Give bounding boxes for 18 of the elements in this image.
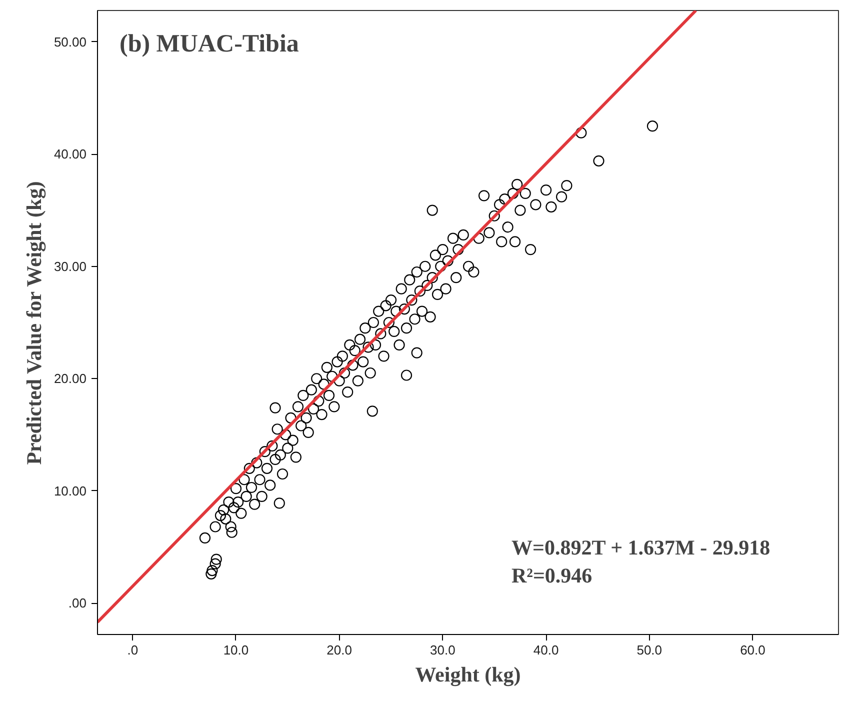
x-tick-label: 20.0 xyxy=(326,642,352,658)
annotation: W=0.892T + 1.637M - 29.918 xyxy=(512,536,770,560)
y-tick-label: .00 xyxy=(68,596,87,611)
x-tick-label: .0 xyxy=(127,642,138,658)
y-tick-label: 10.00 xyxy=(54,483,87,498)
x-axis-title: Weight (kg) xyxy=(415,662,521,686)
y-tick-label: 20.00 xyxy=(54,371,87,386)
x-tick-label: 10.0 xyxy=(223,642,249,658)
annotation: R²=0.946 xyxy=(512,564,592,588)
x-tick-label: 30.0 xyxy=(430,642,456,658)
y-tick-label: 30.00 xyxy=(54,258,87,274)
text: (b) MUAC-Tibia xyxy=(120,30,300,58)
y-axis-title: Predicted Value for Weight (kg) xyxy=(22,181,46,465)
x-tick-label: 60.0 xyxy=(740,642,766,658)
x-tick-label: 40.0 xyxy=(533,642,559,658)
y-tick-label: 50.00 xyxy=(54,34,87,50)
y-tick-label: 40.00 xyxy=(54,146,87,162)
x-tick-label: 50.0 xyxy=(636,642,662,658)
